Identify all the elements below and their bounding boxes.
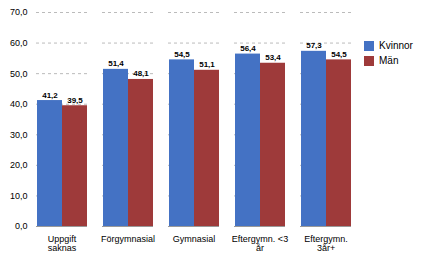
svg-text:39,5: 39,5 xyxy=(67,96,83,105)
svg-text:Förgymnasial: Förgymnasial xyxy=(101,234,155,244)
svg-text:Eftergymn.3år+: Eftergymn.3år+ xyxy=(304,234,348,253)
svg-text:54,5: 54,5 xyxy=(174,50,190,59)
svg-text:50,0: 50,0 xyxy=(10,69,28,79)
svg-text:51,1: 51,1 xyxy=(199,60,215,69)
svg-text:20,0: 20,0 xyxy=(10,160,28,170)
svg-text:54,5: 54,5 xyxy=(331,50,347,59)
svg-text:41,2: 41,2 xyxy=(42,91,58,100)
svg-text:40,0: 40,0 xyxy=(10,99,28,109)
svg-text:Uppgiftsaknas: Uppgiftsaknas xyxy=(48,234,77,253)
html-text:Män: Män xyxy=(379,55,399,66)
svg-text:53,4: 53,4 xyxy=(265,53,281,62)
svg-text:51,4: 51,4 xyxy=(108,59,124,68)
svg-text:30,0: 30,0 xyxy=(10,130,28,140)
svg-text:Gymnasial: Gymnasial xyxy=(173,234,216,244)
html-text:Kvinnor: Kvinnor xyxy=(379,40,413,51)
svg-text:Eftergymn. <3år: Eftergymn. <3år xyxy=(232,234,288,253)
svg-text:60,0: 60,0 xyxy=(10,38,28,48)
svg-text:56,4: 56,4 xyxy=(240,44,256,53)
svg-text:70,0: 70,0 xyxy=(10,7,28,17)
svg-text:57,3: 57,3 xyxy=(306,41,322,50)
svg-text:48,1: 48,1 xyxy=(133,69,149,78)
svg-text:0,0: 0,0 xyxy=(15,221,28,231)
svg-text:10,0: 10,0 xyxy=(10,191,28,201)
